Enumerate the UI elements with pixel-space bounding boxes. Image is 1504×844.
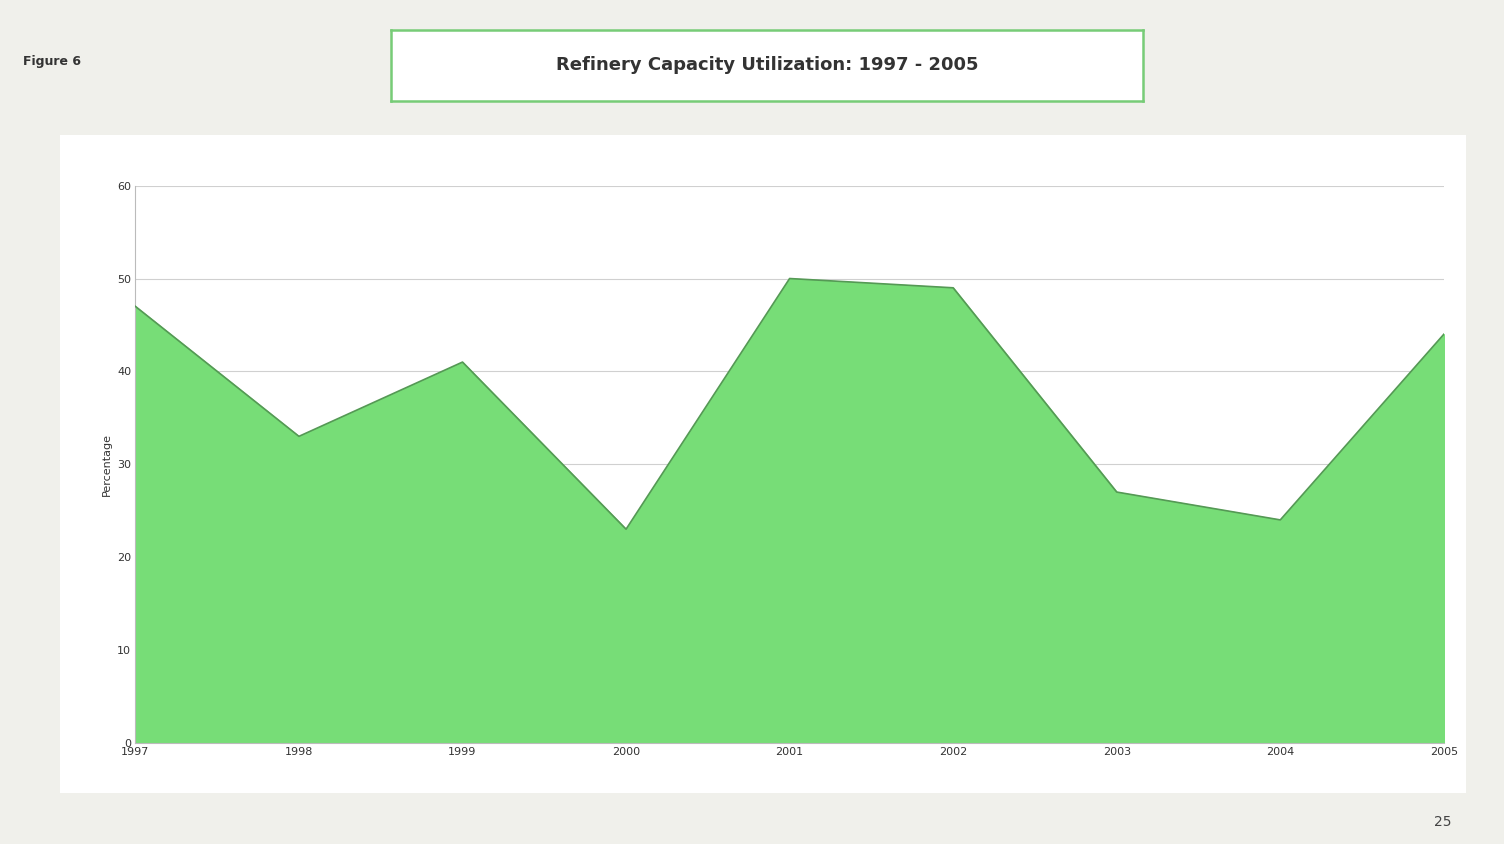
Y-axis label: Percentage: Percentage: [101, 433, 111, 495]
Text: Figure 6: Figure 6: [23, 55, 81, 68]
Text: 25: 25: [1433, 814, 1451, 829]
Text: Refinery Capacity Utilization: 1997 - 2005: Refinery Capacity Utilization: 1997 - 20…: [556, 57, 978, 74]
FancyBboxPatch shape: [33, 122, 1493, 806]
